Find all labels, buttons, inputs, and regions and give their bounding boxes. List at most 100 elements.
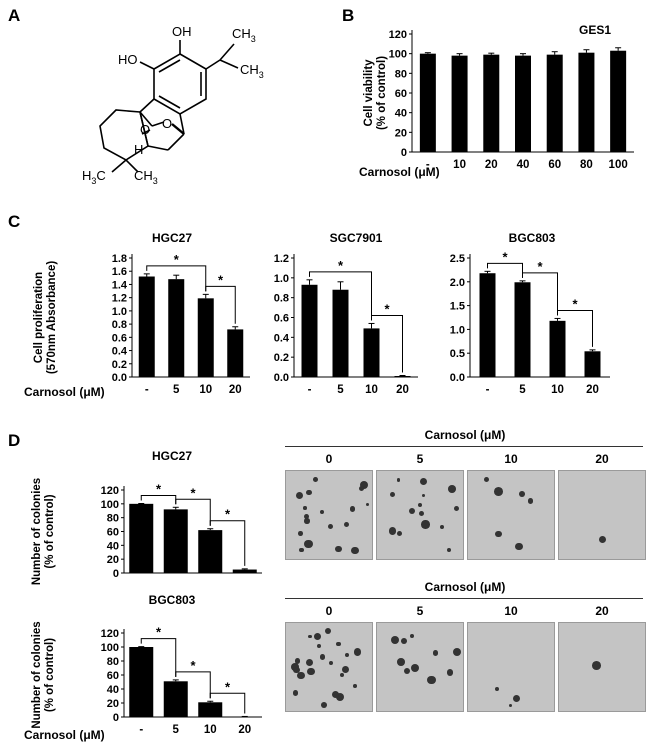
colony-dot <box>303 506 307 510</box>
y-tick-label: 1.0 <box>274 273 289 285</box>
y-tick-label: 1.0 <box>450 324 465 336</box>
significance-bracket <box>175 498 211 526</box>
colony-dot <box>494 486 503 496</box>
colony-header: Carnosol (μM) <box>424 428 506 442</box>
significance-star: * <box>225 507 231 522</box>
chart-title: GES1 <box>579 23 611 37</box>
x-tick-label: 10 <box>199 384 212 396</box>
colony-dot <box>336 642 341 647</box>
colony-dot <box>293 690 299 696</box>
panel-letter-a: A <box>8 6 21 25</box>
colony-dot <box>400 638 407 645</box>
colony-dot <box>320 702 327 709</box>
y-tick-label: 0.4 <box>112 346 128 358</box>
bar <box>610 50 627 152</box>
colony-dot <box>519 491 525 497</box>
colony-dot <box>353 648 362 656</box>
colony-dot <box>312 477 318 483</box>
colony-plate-image <box>558 470 646 560</box>
colony-dose-label: 20 <box>595 452 609 466</box>
y-axis-label: Number of colonies <box>31 478 43 585</box>
significance-bracket <box>371 314 403 373</box>
colony-dot <box>389 527 397 535</box>
colony-dot <box>342 666 349 674</box>
bar <box>129 647 154 717</box>
colony-dose-label: 10 <box>504 604 518 618</box>
colony-plate-image <box>376 470 464 560</box>
colony-plate-image <box>467 622 555 712</box>
y-tick-label: 0 <box>401 147 407 159</box>
colony-dot <box>410 663 420 673</box>
colony-dot <box>417 502 423 508</box>
x-axis-label-d: Carnosol (μM) <box>24 728 105 742</box>
y-tick-label: 1.4 <box>112 279 128 291</box>
bar <box>546 54 563 152</box>
y-axis-label: (% of control) <box>44 494 56 568</box>
y-tick-label: 1.2 <box>112 293 127 305</box>
bar <box>584 351 601 377</box>
colony-dot <box>351 546 359 554</box>
x-tick-label: 5 <box>173 384 180 396</box>
colony-dot <box>344 653 350 658</box>
x-tick-label: 20 <box>238 724 251 736</box>
colony-dot <box>512 694 520 702</box>
colony-dot <box>296 492 304 500</box>
x-tick-label: - <box>426 159 430 171</box>
significance-star: * <box>537 259 543 274</box>
y-tick-label: 0 <box>113 568 119 580</box>
bar <box>227 329 244 377</box>
colony-dot <box>328 523 334 529</box>
colony-dot <box>418 510 425 517</box>
carnosol-structure: OH HO CH3 CH3 O O H H3C CH3 <box>82 24 264 186</box>
ether-o-label: O <box>162 116 172 131</box>
y-tick-label: 1.0 <box>112 306 127 318</box>
chart-bgc803-proliferation: BGC803 0.0 0.5 1.0 1.5 2.0 2.5 - 5 10 20 * * * <box>450 231 610 396</box>
significance-star: * <box>218 272 224 287</box>
colony-plate-image <box>558 622 646 712</box>
x-tick-label: 60 <box>548 159 561 171</box>
ch3-label-right: CH3 <box>240 62 264 80</box>
colony-dot <box>410 634 415 639</box>
colony-dot <box>294 658 301 665</box>
colony-dot <box>304 540 313 549</box>
colony-dot <box>592 661 602 670</box>
y-tick-label: 100 <box>389 49 407 61</box>
x-tick-label: 20 <box>396 384 409 396</box>
y-tick-label: 120 <box>101 485 119 497</box>
bar <box>163 681 188 717</box>
bar <box>197 298 214 377</box>
h3c-label: H3C <box>82 168 106 186</box>
colony-dot <box>325 628 332 635</box>
colony-dot <box>293 666 300 674</box>
colony-dot <box>389 491 395 497</box>
y-axis-label: (% of control) <box>376 56 388 130</box>
ho-label: HO <box>118 52 138 67</box>
colony-dot <box>365 503 370 507</box>
chart-hgc27-proliferation: HGC27 Cell proliferation (570nm Absorbance… <box>33 231 250 396</box>
significance-bracket <box>209 520 246 566</box>
colony-dose-label: 10 <box>504 452 518 466</box>
colony-dot <box>319 509 325 515</box>
colony-dot <box>297 671 305 680</box>
h-label: H <box>134 142 143 157</box>
y-axis-label: (570nm Absorbance) <box>46 261 58 374</box>
y-tick-label: 40 <box>107 684 119 696</box>
colony-dot <box>599 535 607 543</box>
y-tick-label: 100 <box>101 499 119 511</box>
colony-dose-label: 0 <box>325 452 333 466</box>
colony-dot <box>483 476 490 483</box>
panel-letter-d: D <box>8 431 21 450</box>
significance-bracket <box>487 262 523 278</box>
colony-dot <box>439 524 444 529</box>
bar <box>301 284 318 377</box>
ch3-label-top: CH3 <box>232 26 256 44</box>
colony-dot <box>509 703 513 708</box>
y-tick-label: 20 <box>395 127 407 139</box>
y-tick-label: 20 <box>107 698 119 710</box>
colony-dot <box>446 548 451 553</box>
oh-label: OH <box>172 24 192 39</box>
colony-dot <box>453 505 460 512</box>
colony-dot <box>335 545 343 553</box>
bar <box>479 273 496 377</box>
colony-dot <box>409 508 416 515</box>
